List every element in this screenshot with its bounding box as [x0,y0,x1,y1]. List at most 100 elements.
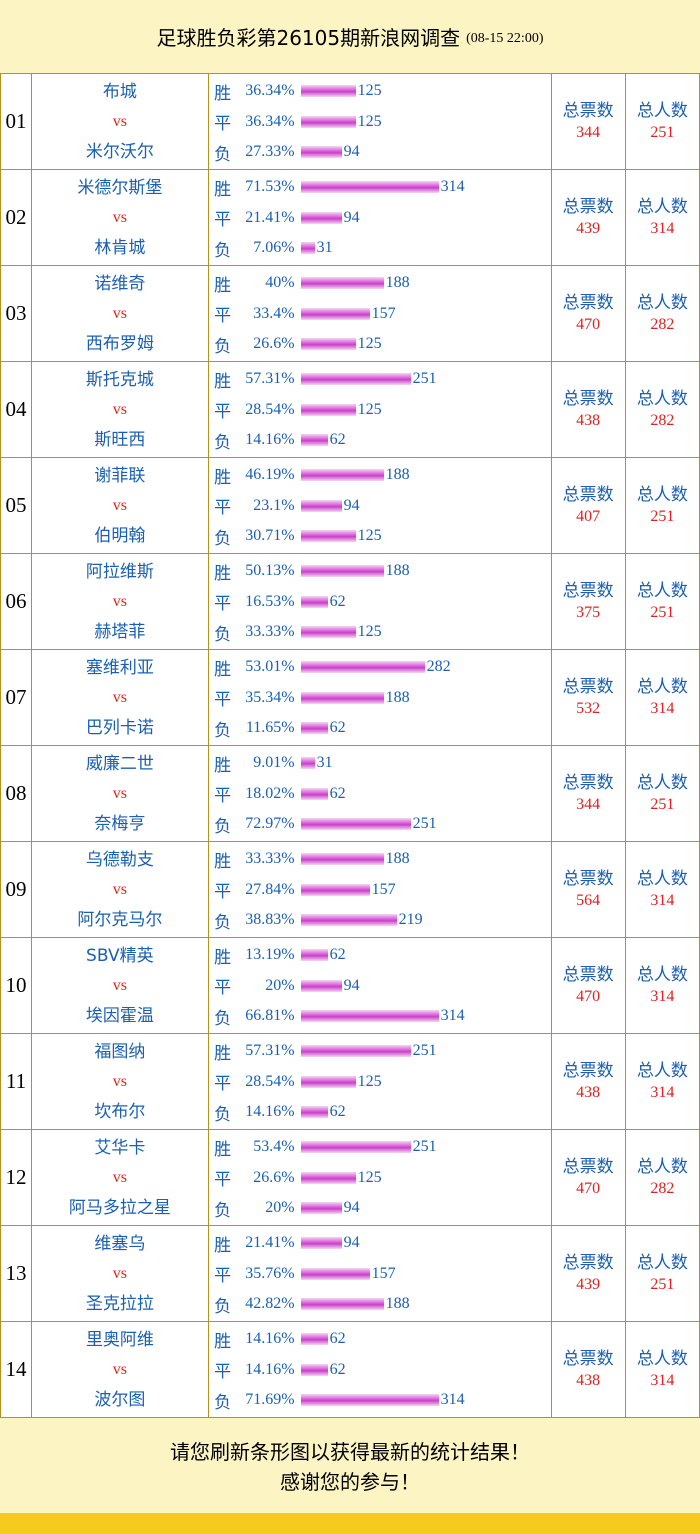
stat-row-draw: 平 14.16% 62 [209,1354,551,1385]
match-teams: 艾华卡 vs 阿马多拉之星 [31,1129,209,1226]
match-row: 12 艾华卡 vs 阿马多拉之星 胜 53.4% 251 平 26.6% 125… [0,1129,700,1226]
vote-count-draw: 94 [343,976,360,994]
total-votes-label: 总票数 [562,292,614,313]
match-teams: 里奥阿维 vs 波尔图 [31,1321,209,1418]
stat-row-lose: 负 11.65% 62 [209,713,551,744]
vote-count-lose: 31 [316,239,333,256]
home-team: 布城 [102,81,137,102]
total-people-cell: 总人数 314 [624,1033,700,1130]
stat-row-draw: 平 28.54% 125 [209,394,551,425]
total-people-value: 314 [650,891,675,909]
percent-lose: 38.83% [245,911,295,928]
stat-row-draw: 平 35.76% 157 [209,1258,551,1289]
stat-row-win: 胜 13.19% 62 [209,940,551,971]
percent-draw: 26.6% [253,1168,295,1186]
vote-bar-win [300,757,315,769]
total-people-cell: 总人数 282 [624,265,700,362]
percent-lose: 33.33% [245,623,295,640]
footer-line-1: 请您刷新条形图以获得最新的统计结果！ [170,1440,530,1464]
result-label-draw: 平 [214,1074,232,1094]
percent-lose: 14.16% [245,1103,295,1120]
home-team: 米德尔斯堡 [77,177,163,198]
vote-bar-lose [300,242,315,254]
away-team: 奈梅亨 [94,813,146,834]
result-label-win: 胜 [214,659,232,680]
result-label-lose: 负 [214,720,232,741]
result-label-draw: 平 [214,402,232,422]
vote-bar-draw [300,595,328,608]
home-team: SBV精英 [86,945,154,966]
vs-label: vs [112,592,127,610]
percent-lose: 11.65% [245,719,295,736]
home-team: 福图纳 [94,1041,146,1062]
percent-win: 53.01% [245,658,295,675]
stat-row-win: 胜 57.31% 251 [209,364,551,395]
vote-bar-lose [300,1298,384,1310]
home-team: 斯托克城 [85,369,154,390]
match-teams: SBV精英 vs 埃因霍温 [31,937,209,1034]
vote-count-draw: 62 [329,592,346,610]
vote-stats: 胜 53.4% 251 平 26.6% 125 负 20% 94 [207,1129,552,1226]
result-label-lose: 负 [214,1200,232,1221]
stat-row-lose: 负 26.6% 125 [209,329,551,360]
match-row: 07 塞维利亚 vs 巴列卡诺 胜 53.01% 282 平 35.34% 18… [0,649,700,746]
vote-stats: 胜 9.01% 31 平 18.02% 62 负 72.97% 251 [207,745,552,842]
total-votes-value: 439 [576,1275,601,1293]
vote-bar-draw [300,307,370,320]
total-votes-value: 438 [576,1371,601,1389]
home-team: 谢菲联 [94,465,146,486]
stat-row-lose: 负 7.06% 31 [209,233,551,264]
result-label-lose: 负 [214,528,232,549]
stat-row-draw: 平 33.4% 157 [209,298,551,329]
percent-draw: 20% [265,976,295,994]
percent-lose: 30.71% [245,527,295,544]
total-people-label: 总人数 [636,1252,688,1273]
total-votes-value: 564 [576,891,601,909]
stat-row-lose: 负 27.33% 94 [209,137,551,168]
total-votes-label: 总票数 [562,868,614,889]
stat-row-win: 胜 21.41% 94 [209,1228,551,1259]
match-teams: 阿拉维斯 vs 赫塔菲 [31,553,209,650]
vote-bar-draw [300,1363,328,1376]
percent-win: 21.41% [245,1234,295,1251]
percent-draw: 36.34% [245,112,295,130]
percent-lose: 27.33% [245,143,295,160]
total-people-value: 251 [650,123,675,141]
total-people-value: 251 [650,603,675,621]
percent-win: 14.16% [245,1330,295,1347]
vote-bar-draw [300,883,370,896]
stat-row-lose: 负 14.16% 62 [209,1097,551,1128]
total-people-label: 总人数 [636,196,688,217]
total-votes-value: 438 [576,1083,601,1101]
match-row: 06 阿拉维斯 vs 赫塔菲 胜 50.13% 188 平 16.53% 62 … [0,553,700,650]
total-people-label: 总人数 [636,484,688,505]
match-row: 02 米德尔斯堡 vs 林肯城 胜 71.53% 314 平 21.41% 94… [0,169,700,266]
match-number: 04 [0,361,33,458]
percent-lose: 66.81% [245,1007,295,1024]
percent-lose: 71.69% [245,1391,295,1408]
total-people-cell: 总人数 314 [624,649,700,746]
vote-stats: 胜 14.16% 62 平 14.16% 62 负 71.69% 314 [207,1321,552,1418]
total-people-label: 总人数 [636,292,688,313]
result-label-lose: 负 [214,336,232,357]
vote-count-draw: 125 [357,1072,382,1090]
vote-bar-draw [300,403,356,416]
total-people-label: 总人数 [636,1060,688,1081]
result-label-win: 胜 [214,851,232,872]
total-votes-value: 470 [576,987,601,1005]
match-row: 03 诺维奇 vs 西布罗姆 胜 40% 188 平 33.4% 157 负 2… [0,265,700,362]
survey-table: 01 布城 vs 米尔沃尔 胜 36.34% 125 平 36.34% 125 … [0,73,700,1418]
page-title: 足球胜负彩第26105期新浪网调查 [156,26,461,50]
vote-bar-draw [300,115,356,128]
total-people-cell: 总人数 251 [624,553,700,650]
vote-count-lose: 94 [343,1199,360,1216]
result-label-lose: 负 [214,912,232,933]
stat-row-draw: 平 18.02% 62 [209,778,551,809]
home-team: 乌德勒支 [85,849,154,870]
vote-count-win: 282 [426,658,451,675]
footer-line-2: 感谢您的参与！ [280,1470,420,1494]
total-votes-value: 439 [576,219,601,237]
total-people-label: 总人数 [636,772,688,793]
vote-stats: 胜 57.31% 251 平 28.54% 125 负 14.16% 62 [207,361,552,458]
vote-count-lose: 94 [343,143,360,160]
